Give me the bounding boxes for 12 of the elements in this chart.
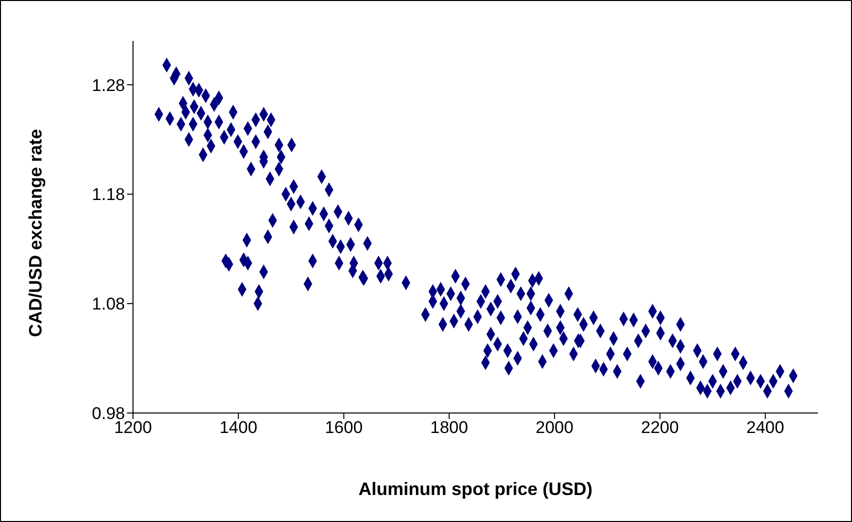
x-tick-label: 1200 xyxy=(114,418,152,438)
y-tick-label: 1.28 xyxy=(92,76,125,95)
x-tick-label: 2000 xyxy=(536,418,574,438)
x-tick-label: 2200 xyxy=(641,418,679,438)
x-tick-label: 1600 xyxy=(324,418,363,438)
y-tick-label: 1.08 xyxy=(92,294,125,314)
x-tick-label: 1800 xyxy=(430,418,468,438)
x-axis-title: Aluminum spot price (USD) xyxy=(358,479,593,499)
x-tick-label: 2400 xyxy=(746,418,784,438)
y-tick-label: 1.18 xyxy=(92,185,125,204)
x-tick-label: 1400 xyxy=(219,418,258,438)
y-axis-title: CAD/USD exchange rate xyxy=(25,128,46,337)
